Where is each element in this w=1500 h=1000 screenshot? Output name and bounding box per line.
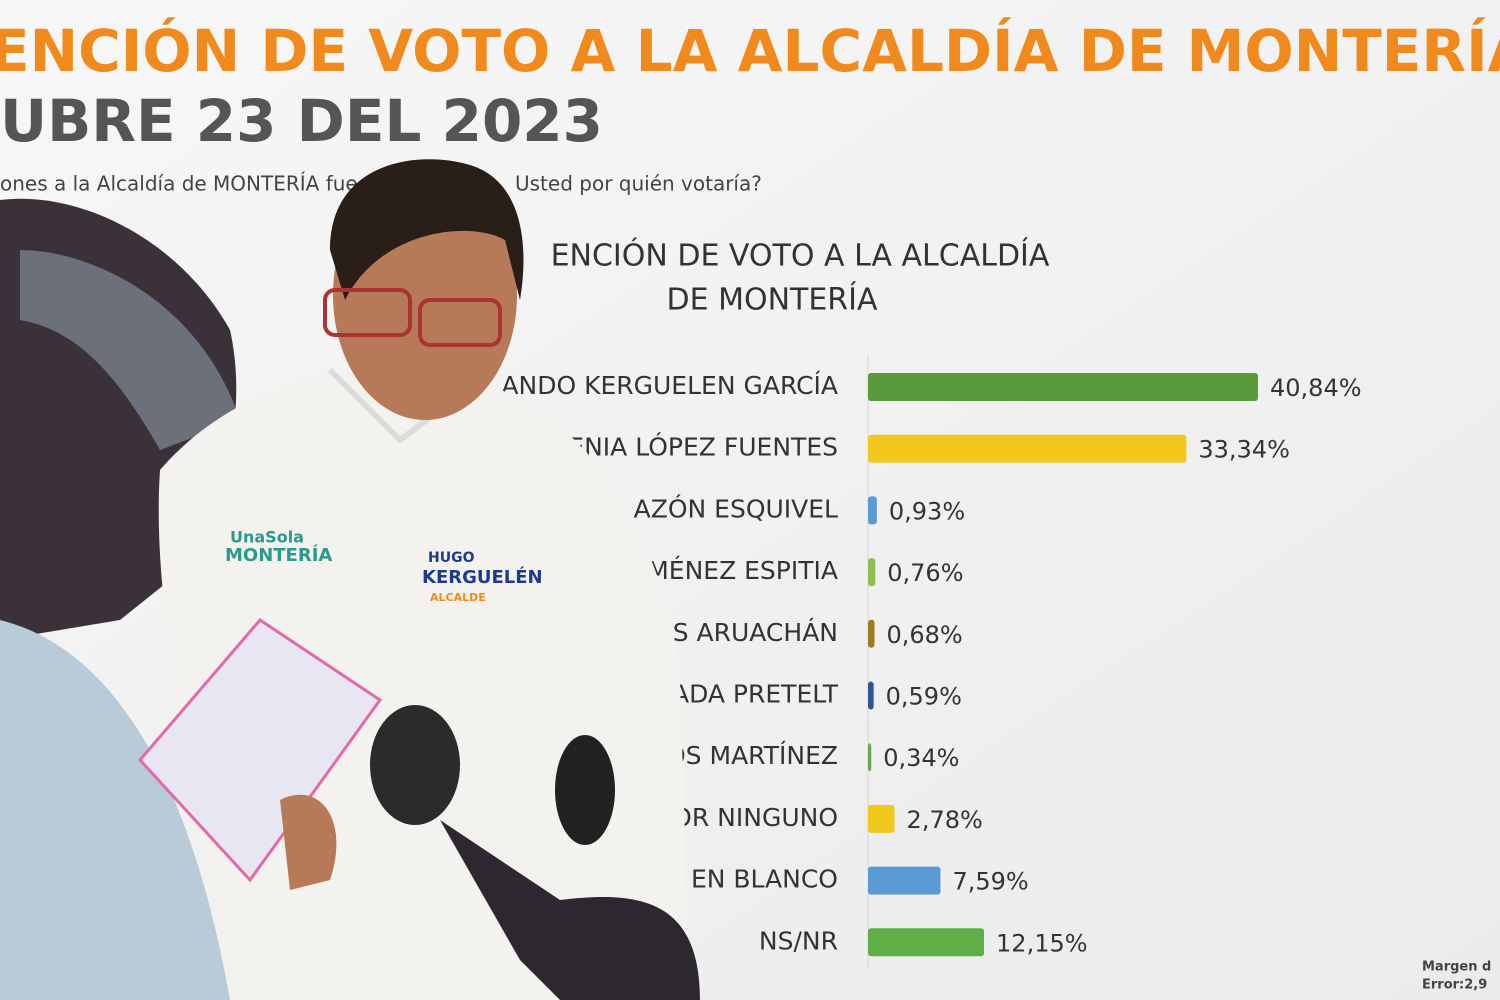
category-label: OR NINGUNO [672, 803, 838, 832]
value-label: 12,15% [996, 929, 1088, 957]
value-label: 2,78% [907, 806, 983, 834]
category-label: MÉNEZ ESPITIA [647, 556, 838, 585]
category-label: AZÓN ESQUIVEL [634, 493, 838, 523]
category-label: EN BLANCO [691, 865, 838, 894]
value-label: 0,68% [886, 621, 962, 649]
bar [868, 434, 1187, 463]
bar [868, 804, 895, 833]
bar [868, 619, 875, 648]
bar [868, 928, 985, 957]
shirt-badge: HUGO [428, 550, 475, 566]
glasses [418, 298, 502, 347]
mirror [370, 705, 460, 825]
footnote: Margen d [1422, 960, 1491, 975]
shirt-logo: UnaSola [230, 528, 304, 547]
glasses [323, 288, 412, 337]
rider [0, 620, 230, 1000]
value-label: 0,34% [883, 744, 959, 772]
mirror [555, 735, 615, 845]
question: Usted por quién votaría? [515, 172, 762, 196]
bar [868, 681, 874, 710]
value-label: 0,59% [886, 683, 962, 711]
bar [868, 373, 1259, 401]
flyer [137, 618, 383, 883]
category-label: S ARUACHÁN [673, 618, 838, 647]
question: ones a la Alcaldía de MONTERÍA fue [0, 172, 358, 196]
scooter [440, 820, 700, 1000]
bar [868, 558, 876, 587]
category-label: ANDO KERGUELEN GARCÍA [501, 371, 838, 400]
hand [280, 794, 337, 890]
value-label: 0,76% [887, 559, 963, 587]
photo: UnaSola MONTERÍA HUGO KERGUELÉN ALCALDE [0, 159, 700, 1000]
category-label: ADA PRETELT [672, 680, 839, 709]
bar [868, 743, 872, 772]
bar [868, 496, 877, 525]
value-label: 33,34% [1198, 436, 1290, 464]
category-label: OS MARTÍNEZ [666, 741, 838, 770]
chart-title: ENCIÓN DE VOTO A LA ALCALDÍA [551, 237, 1050, 274]
header-title: ENCIÓN DE VOTO A LA ALCALDÍA DE MONTERÍA [0, 16, 1500, 85]
shirt-badge: KERGUELÉN [422, 566, 543, 588]
chart-title: DE MONTERÍA [666, 282, 878, 318]
hair [330, 159, 524, 300]
bar [868, 866, 941, 895]
value-label: 0,93% [889, 497, 965, 525]
shirt-logo: MONTERÍA [225, 544, 332, 566]
header-date: UBRE 23 DEL 2023 [0, 87, 603, 155]
chart: ENCIÓN DE VOTO A LA ALCALDÍA DE MONTERÍA… [501, 237, 1362, 968]
category-label: NS/NR [759, 926, 838, 955]
shirt-badge: ALCALDE [430, 591, 486, 604]
category-label: ENIA LÓPEZ FUENTES [568, 432, 838, 462]
value-label: 40,84% [1270, 374, 1362, 402]
footnote: Error:2,9 [1422, 978, 1487, 993]
value-label: 7,59% [952, 868, 1028, 896]
visor [20, 250, 240, 450]
